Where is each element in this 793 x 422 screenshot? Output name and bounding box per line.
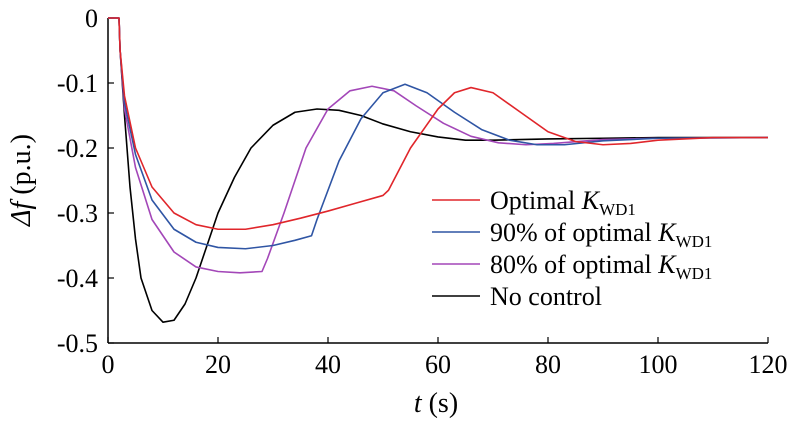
plot-axes [107, 18, 768, 344]
series-line-2 [108, 17, 769, 274]
legend-entry: 80% of optimal KWD1 [490, 250, 712, 283]
legend-entry: Optimal KWD1 [490, 186, 636, 219]
x-axis-symbol: t [414, 388, 423, 419]
legend-entry-subscript: WD1 [676, 232, 713, 251]
x-tick-label: 100 [639, 350, 678, 379]
tick-marks: 0 20 40 60 80 100 120 0 -0.1 -0.2 -0.3 -0.4 -0.5 [57, 4, 788, 379]
series-line-1 [108, 17, 769, 250]
x-tick-label: 0 [102, 350, 115, 379]
series-line-3 [108, 17, 768, 323]
series-lines [108, 17, 769, 323]
legend-entry-prefix: 80% of optimal [490, 250, 658, 279]
y-tick-label: -0.5 [57, 329, 98, 358]
x-tick-label: 40 [315, 350, 341, 379]
y-tick-label: -0.1 [57, 69, 98, 98]
x-axis-label: t (s) [414, 388, 458, 419]
series-line-0 [108, 17, 768, 231]
y-axis-label: Δf (p.u.) [6, 134, 37, 227]
x-tick-label: 80 [535, 350, 561, 379]
legend-entry-prefix: Optimal [490, 186, 582, 215]
x-tick-label: 20 [205, 350, 231, 379]
x-axis-unit: (s) [422, 388, 459, 419]
x-tick-label: 120 [749, 350, 788, 379]
legend-entry-symbol: K [581, 186, 601, 215]
y-axis-unit: (p.u.) [6, 134, 37, 202]
legend-entry-subscript: WD1 [599, 200, 636, 219]
legend-entry-symbol: K [657, 218, 677, 247]
y-tick-label: -0.3 [57, 199, 98, 228]
legend-entry-subscript: WD1 [676, 264, 713, 283]
legend-entry: 90% of optimal KWD1 [490, 218, 712, 251]
legend-entry-prefix: 90% of optimal [490, 218, 658, 247]
y-tick-label: -0.2 [57, 134, 98, 163]
legend-entry: No control [490, 282, 602, 311]
y-axis-symbol: Δf [6, 199, 37, 227]
legend-entry-symbol: K [657, 250, 677, 279]
y-tick-label: -0.4 [57, 264, 98, 293]
legend-entry-prefix: No control [490, 282, 602, 311]
x-tick-label: 60 [425, 350, 451, 379]
y-tick-label: 0 [85, 4, 98, 33]
